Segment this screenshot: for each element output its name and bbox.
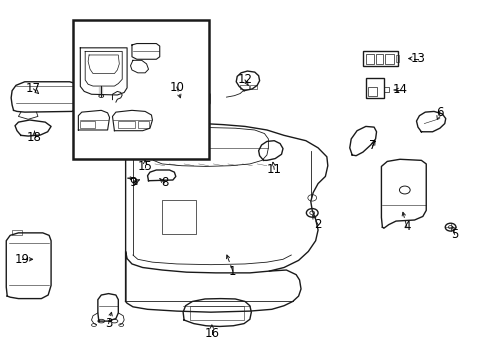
Bar: [366, 54, 374, 64]
Bar: [396, 55, 399, 62]
Text: 16: 16: [204, 327, 220, 340]
Bar: [368, 87, 376, 96]
Text: 6: 6: [436, 105, 443, 119]
Text: 7: 7: [369, 139, 376, 152]
Text: 1: 1: [229, 265, 237, 278]
Bar: [118, 121, 135, 128]
Text: 3: 3: [105, 317, 112, 330]
Text: 10: 10: [170, 81, 184, 94]
Bar: [363, 51, 398, 66]
Bar: [80, 121, 95, 128]
Text: 14: 14: [392, 84, 408, 96]
Text: 5: 5: [451, 228, 458, 241]
Text: 19: 19: [14, 253, 29, 266]
Text: 12: 12: [238, 73, 252, 86]
Text: 13: 13: [411, 52, 425, 65]
Bar: [240, 85, 249, 89]
Text: 18: 18: [27, 131, 42, 144]
Text: 15: 15: [138, 160, 152, 173]
Bar: [250, 85, 257, 89]
Bar: [366, 78, 384, 98]
Bar: [191, 306, 244, 320]
Text: 8: 8: [161, 176, 168, 189]
Bar: [174, 88, 206, 114]
Bar: [12, 230, 22, 235]
Text: 2: 2: [314, 218, 322, 231]
Text: 11: 11: [267, 163, 282, 176]
Text: 4: 4: [403, 220, 411, 233]
Bar: [375, 54, 383, 64]
Bar: [162, 200, 196, 234]
Text: 9: 9: [129, 176, 137, 189]
Bar: [74, 20, 209, 159]
Bar: [385, 54, 394, 64]
Text: 17: 17: [26, 82, 41, 95]
Bar: [138, 121, 148, 128]
